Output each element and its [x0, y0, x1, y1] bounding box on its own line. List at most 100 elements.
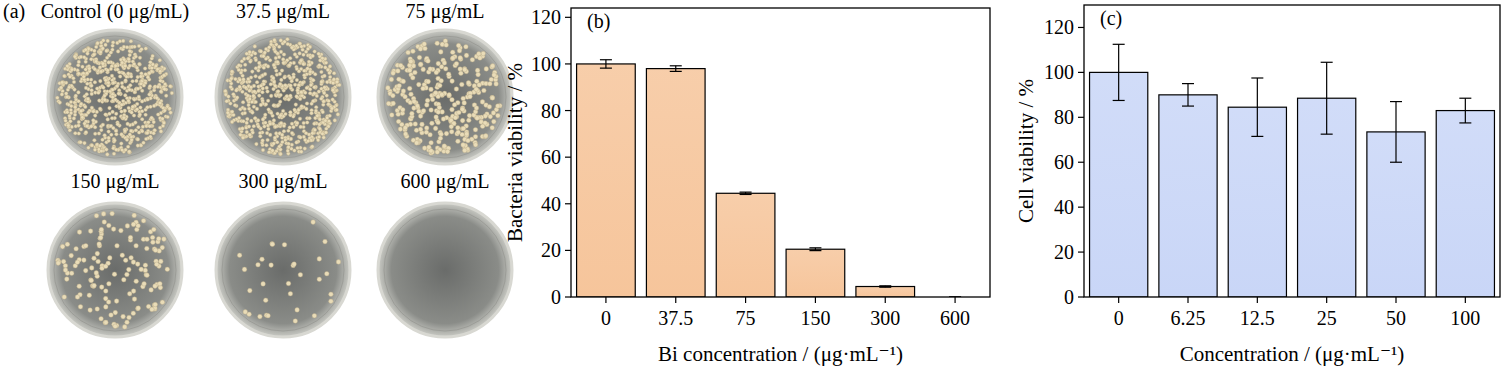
- colony: [248, 97, 252, 101]
- colony: [56, 261, 61, 266]
- colony: [162, 237, 167, 242]
- colony: [122, 277, 127, 282]
- colony: [104, 79, 108, 83]
- colony: [138, 62, 142, 66]
- colony: [120, 253, 125, 258]
- colony: [263, 298, 268, 303]
- colony: [439, 78, 444, 83]
- dish-rim: [54, 209, 176, 331]
- colony: [389, 77, 394, 82]
- colony: [120, 103, 124, 107]
- colony: [238, 78, 242, 82]
- colony: [318, 127, 322, 131]
- colony: [453, 115, 458, 120]
- colony: [261, 90, 265, 94]
- colony: [143, 268, 148, 273]
- colony: [230, 110, 234, 114]
- colony: [323, 239, 328, 244]
- colony: [111, 88, 115, 92]
- colony: [132, 213, 137, 218]
- colony: [333, 94, 337, 98]
- error-cap: [740, 194, 752, 195]
- colony: [490, 65, 495, 70]
- colony: [64, 92, 68, 96]
- colony: [320, 70, 324, 74]
- y-tick: [1078, 27, 1084, 28]
- colony: [270, 111, 274, 115]
- colony: [279, 152, 283, 156]
- colony: [162, 74, 166, 78]
- colony: [398, 127, 403, 132]
- colony: [158, 101, 162, 105]
- colony: [141, 219, 146, 224]
- colony: [466, 81, 471, 86]
- colony: [131, 289, 136, 294]
- colony: [255, 80, 259, 84]
- dish-label: 300 μg/mL: [238, 170, 327, 193]
- colony: [278, 145, 282, 149]
- colony: [460, 118, 465, 123]
- colony: [456, 139, 461, 144]
- colony: [292, 75, 296, 79]
- colony: [242, 267, 247, 272]
- error-stem: [1118, 44, 1119, 100]
- colony: [62, 295, 67, 300]
- colony: [280, 78, 284, 82]
- colony: [110, 74, 114, 78]
- colony: [450, 97, 455, 102]
- colony: [247, 103, 251, 107]
- colony: [403, 126, 408, 131]
- colony: [63, 264, 68, 269]
- colony: [458, 56, 463, 61]
- colony: [247, 107, 251, 111]
- colony: [104, 99, 108, 103]
- colony: [456, 43, 461, 48]
- dish-plate: [48, 30, 182, 164]
- colony: [324, 119, 328, 123]
- colony: [487, 105, 492, 110]
- colony: [65, 277, 70, 282]
- colony: [423, 46, 428, 51]
- colony: [155, 96, 159, 100]
- colony: [269, 263, 274, 268]
- colony: [435, 150, 440, 155]
- colony: [324, 61, 328, 65]
- colony: [426, 59, 431, 64]
- colony: [69, 271, 74, 276]
- colony: [152, 104, 156, 108]
- panel-label: (b): [587, 10, 610, 33]
- colony: [282, 53, 286, 57]
- colony: [269, 94, 273, 98]
- colony: [146, 131, 150, 135]
- colony: [258, 76, 262, 80]
- colony: [61, 259, 66, 264]
- x-tick-label: 150: [800, 307, 830, 329]
- colony: [125, 272, 130, 277]
- error-cap: [600, 68, 612, 69]
- colony: [443, 67, 448, 72]
- colony: [279, 50, 283, 54]
- colony: [122, 72, 126, 76]
- colony: [60, 81, 64, 85]
- error-cap: [809, 247, 821, 248]
- error-cap: [670, 71, 682, 72]
- colony: [462, 67, 467, 72]
- colony: [289, 111, 293, 115]
- colony: [114, 64, 118, 68]
- colony: [314, 105, 318, 109]
- colony: [450, 56, 455, 61]
- colony: [273, 84, 277, 88]
- colony: [308, 63, 312, 67]
- colony: [248, 89, 252, 93]
- colony: [430, 121, 435, 126]
- colony: [484, 134, 489, 139]
- colony: [152, 120, 156, 124]
- colony: [490, 125, 495, 130]
- colony: [128, 64, 132, 68]
- colony: [107, 223, 112, 228]
- colony: [160, 245, 165, 250]
- colony: [65, 242, 70, 247]
- colony: [86, 82, 90, 86]
- colony: [127, 315, 132, 320]
- colony: [133, 45, 137, 49]
